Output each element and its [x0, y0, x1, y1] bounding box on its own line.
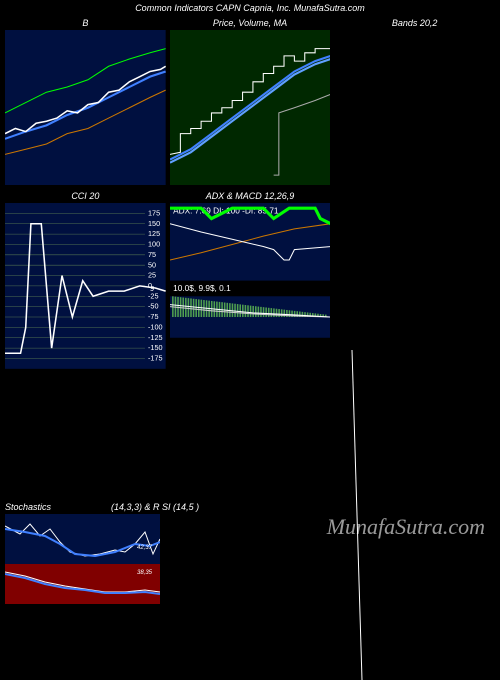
- svg-text:125: 125: [148, 230, 160, 239]
- stoch-title-right: (14,3,3) & R SI (14,5 ): [111, 502, 199, 512]
- bollinger-chart: [5, 30, 166, 185]
- stochastics-panel: Stochastics (14,3,3) & R SI (14,5 ) 42,3…: [5, 500, 335, 604]
- page-header: Common Indicators CAPN Capnia, Inc. Muna…: [0, 0, 500, 16]
- cci-chart: 1751501251007550250-25-50-75-100-125-150…: [5, 203, 166, 369]
- chart-grid: B Price, Volume, MA Bands 20,2 CCI 20 17…: [0, 16, 500, 377]
- stoch-title-row: Stochastics (14,3,3) & R SI (14,5 ): [5, 500, 335, 514]
- stoch-top-chart: 42,37: [5, 514, 160, 564]
- bollinger-title: B: [5, 16, 166, 30]
- svg-text:-175: -175: [148, 354, 163, 363]
- empty-panel-1: [334, 189, 495, 369]
- price-chart: [170, 30, 331, 185]
- svg-text:10.0$, 9.9$, 0.1: 10.0$, 9.9$, 0.1: [173, 284, 231, 294]
- bollinger-panel: B: [5, 16, 166, 185]
- svg-text:38,35: 38,35: [137, 570, 153, 576]
- price-panel: Price, Volume, MA: [170, 16, 331, 185]
- svg-text:-100: -100: [148, 323, 163, 332]
- cci-title: CCI 20: [5, 189, 166, 203]
- svg-text:175: 175: [148, 209, 160, 218]
- adx-macd-panel: ADX & MACD 12,26,9 ADX: 7.69 DI: 100 -DI…: [170, 189, 331, 369]
- watermark: MunafaSutra.com: [327, 514, 485, 540]
- svg-text:9: 9: [150, 285, 154, 294]
- svg-text:50: 50: [148, 261, 156, 270]
- adx-macd-chart: ADX: 7.69 DI: 100 -DI: 85.71 10.0$, 9.9$…: [170, 203, 331, 369]
- price-title: Price, Volume, MA: [170, 16, 331, 30]
- svg-text:-125: -125: [148, 333, 163, 342]
- bands-title: Bands 20,2: [334, 16, 495, 30]
- bands-panel: Bands 20,2: [334, 16, 495, 185]
- svg-text:100: 100: [148, 240, 160, 249]
- svg-text:150: 150: [148, 219, 160, 228]
- svg-text:-150: -150: [148, 344, 163, 353]
- svg-text:42,37: 42,37: [137, 545, 153, 551]
- svg-text:-50: -50: [148, 302, 158, 311]
- svg-text:75: 75: [148, 250, 156, 259]
- stoch-title-left: Stochastics: [5, 502, 51, 512]
- svg-text:25: 25: [148, 271, 156, 280]
- cci-panel: CCI 20 1751501251007550250-25-50-75-100-…: [5, 189, 166, 369]
- adx-macd-title: ADX & MACD 12,26,9: [170, 189, 331, 203]
- stoch-bottom-chart: 38,35: [5, 564, 160, 604]
- svg-text:-75: -75: [148, 313, 158, 322]
